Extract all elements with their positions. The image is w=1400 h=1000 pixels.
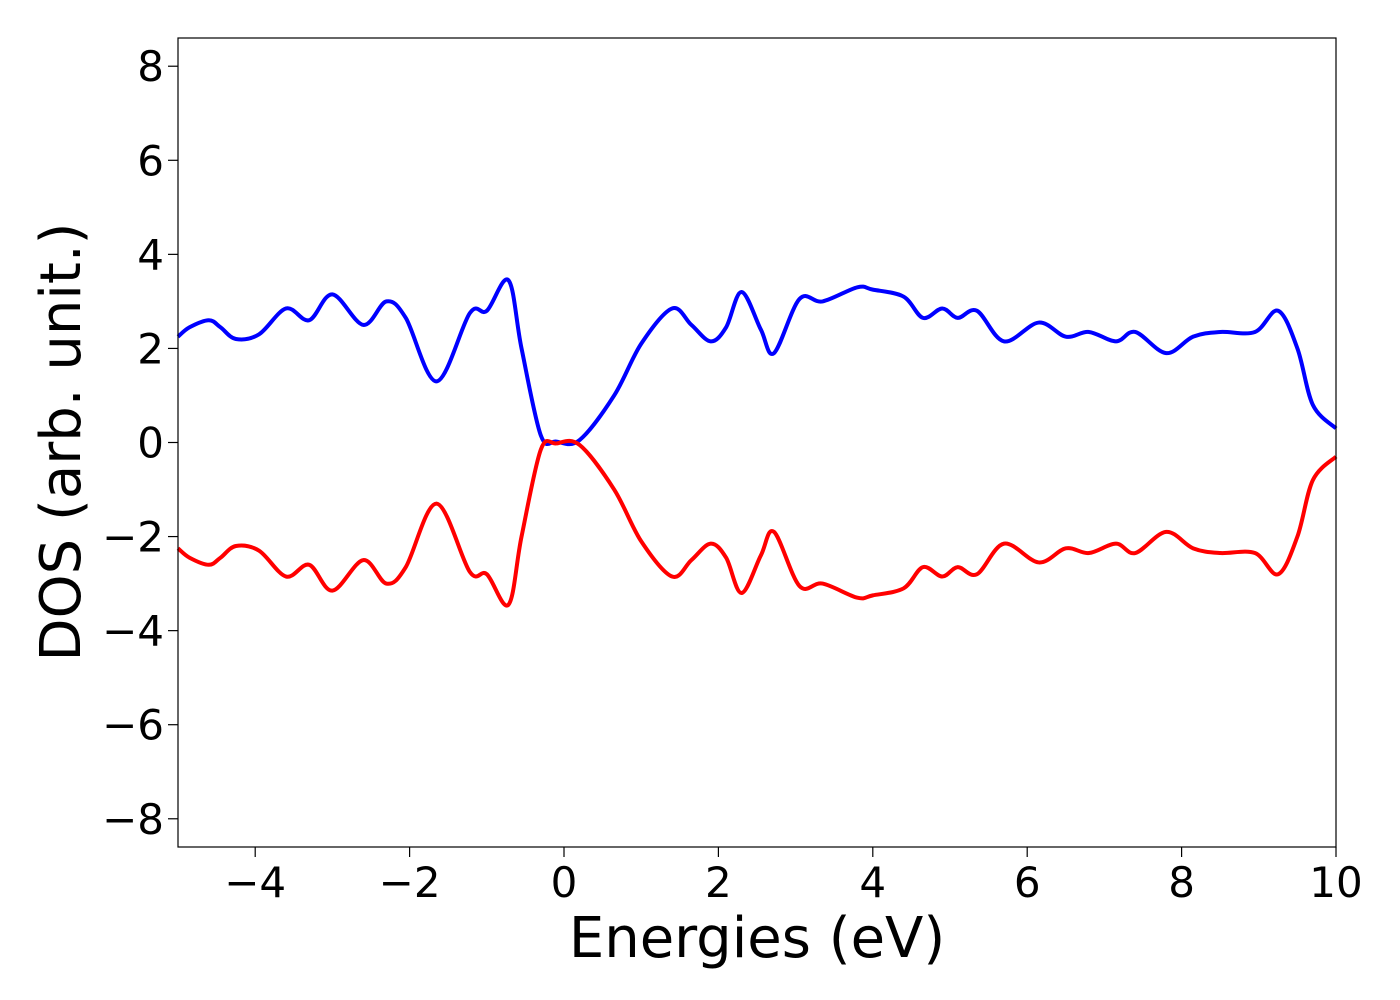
x-tick-label: −2 [379, 858, 441, 907]
y-tick-label: 8 [137, 42, 164, 91]
y-axis-label: DOS (arb. unit.) [29, 222, 94, 661]
y-tick-label: 4 [137, 230, 164, 279]
y-tick-label: −2 [102, 513, 164, 562]
x-axis-ticks: −4 −2 0 2 4 6 8 10 [224, 847, 1363, 907]
x-tick-label: 8 [1168, 858, 1195, 907]
x-axis-label: Energies (eV) [569, 906, 945, 971]
x-tick-label: −4 [224, 858, 286, 907]
series-line-2 [176, 438, 1338, 608]
x-tick-label: 2 [705, 858, 732, 907]
series-layer [176, 277, 1338, 608]
y-tick-label: −6 [102, 701, 164, 750]
x-tick-label: 10 [1309, 858, 1362, 907]
x-tick-label: 6 [1014, 858, 1041, 907]
x-tick-label: 4 [859, 858, 886, 907]
y-tick-label: 6 [137, 136, 164, 185]
y-tick-label: 2 [137, 324, 164, 373]
series-line-1 [176, 277, 1338, 447]
x-tick-label: 0 [551, 858, 578, 907]
y-tick-label: −8 [102, 795, 164, 844]
plot-frame [177, 37, 1337, 848]
y-tick-label: −4 [102, 607, 164, 656]
y-tick-label: 0 [137, 419, 164, 468]
y-axis-ticks: 8 6 4 2 0 −2 −4 −6 −8 [102, 42, 178, 844]
